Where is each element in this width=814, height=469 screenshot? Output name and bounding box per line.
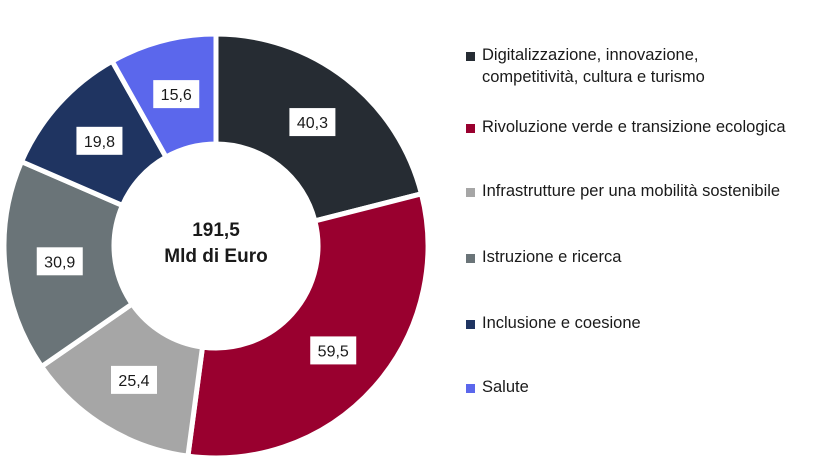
legend-label: Istruzione e ricerca xyxy=(482,248,622,266)
value-label-box xyxy=(289,108,336,137)
legend-label: Inclusione e coesione xyxy=(482,314,641,332)
slice-2 xyxy=(185,190,431,461)
legend-swatch xyxy=(466,384,475,393)
value-label-box xyxy=(110,365,157,394)
value-labels: 40,3 59,5 25,4 30,9 19,8 15,6 xyxy=(36,80,357,394)
legend-swatch xyxy=(466,52,475,61)
value-label-box xyxy=(36,247,83,276)
legend-item-2: Rivoluzione verde e transizione ecologic… xyxy=(466,116,786,138)
legend-label: Digitalizzazione, innovazione, competiti… xyxy=(482,46,705,86)
legend-item-3: Infrastrutture per una mobilità sostenib… xyxy=(466,180,780,202)
donut-chart: 40,3 59,5 25,4 30,9 19,8 15,6 191,5 Mld di Eu… xyxy=(4,34,431,461)
value-label-text: 59,5 xyxy=(318,343,349,360)
legend: Digitalizzazione, innovazione, competiti… xyxy=(466,0,811,469)
value-label-1: 40,3 xyxy=(289,108,336,137)
value-label-box xyxy=(76,126,123,155)
value-label-box xyxy=(153,80,200,109)
legend-item-5: Inclusione e coesione xyxy=(466,312,641,334)
value-label-3: 25,4 xyxy=(110,365,157,394)
legend-label: Rivoluzione verde e transizione ecologic… xyxy=(482,118,786,136)
legend-swatch xyxy=(466,254,475,263)
legend-swatch xyxy=(466,320,475,329)
value-label-5: 19,8 xyxy=(76,126,123,155)
legend-swatch xyxy=(466,188,475,197)
value-label-6: 15,6 xyxy=(153,80,200,109)
legend-item-6: Salute xyxy=(466,376,529,398)
value-label-box xyxy=(310,336,357,365)
value-label-text: 19,8 xyxy=(84,134,115,151)
value-label-text: 40,3 xyxy=(297,115,328,132)
value-label-text: 15,6 xyxy=(161,87,192,104)
center-unit: Mld di Euro xyxy=(164,246,267,267)
legend-item-1: Digitalizzazione, innovazione, competiti… xyxy=(466,44,705,88)
center-total: 191,5 xyxy=(192,220,240,241)
value-label-text: 25,4 xyxy=(118,373,149,390)
legend-label: Salute xyxy=(482,378,529,396)
legend-label: Infrastrutture per una mobilità sostenib… xyxy=(482,182,781,200)
legend-swatch xyxy=(466,124,475,133)
legend-item-4: Istruzione e ricerca xyxy=(466,246,621,268)
value-label-2: 59,5 xyxy=(310,336,357,365)
value-label-4: 30,9 xyxy=(36,247,83,276)
value-label-text: 30,9 xyxy=(44,254,75,271)
